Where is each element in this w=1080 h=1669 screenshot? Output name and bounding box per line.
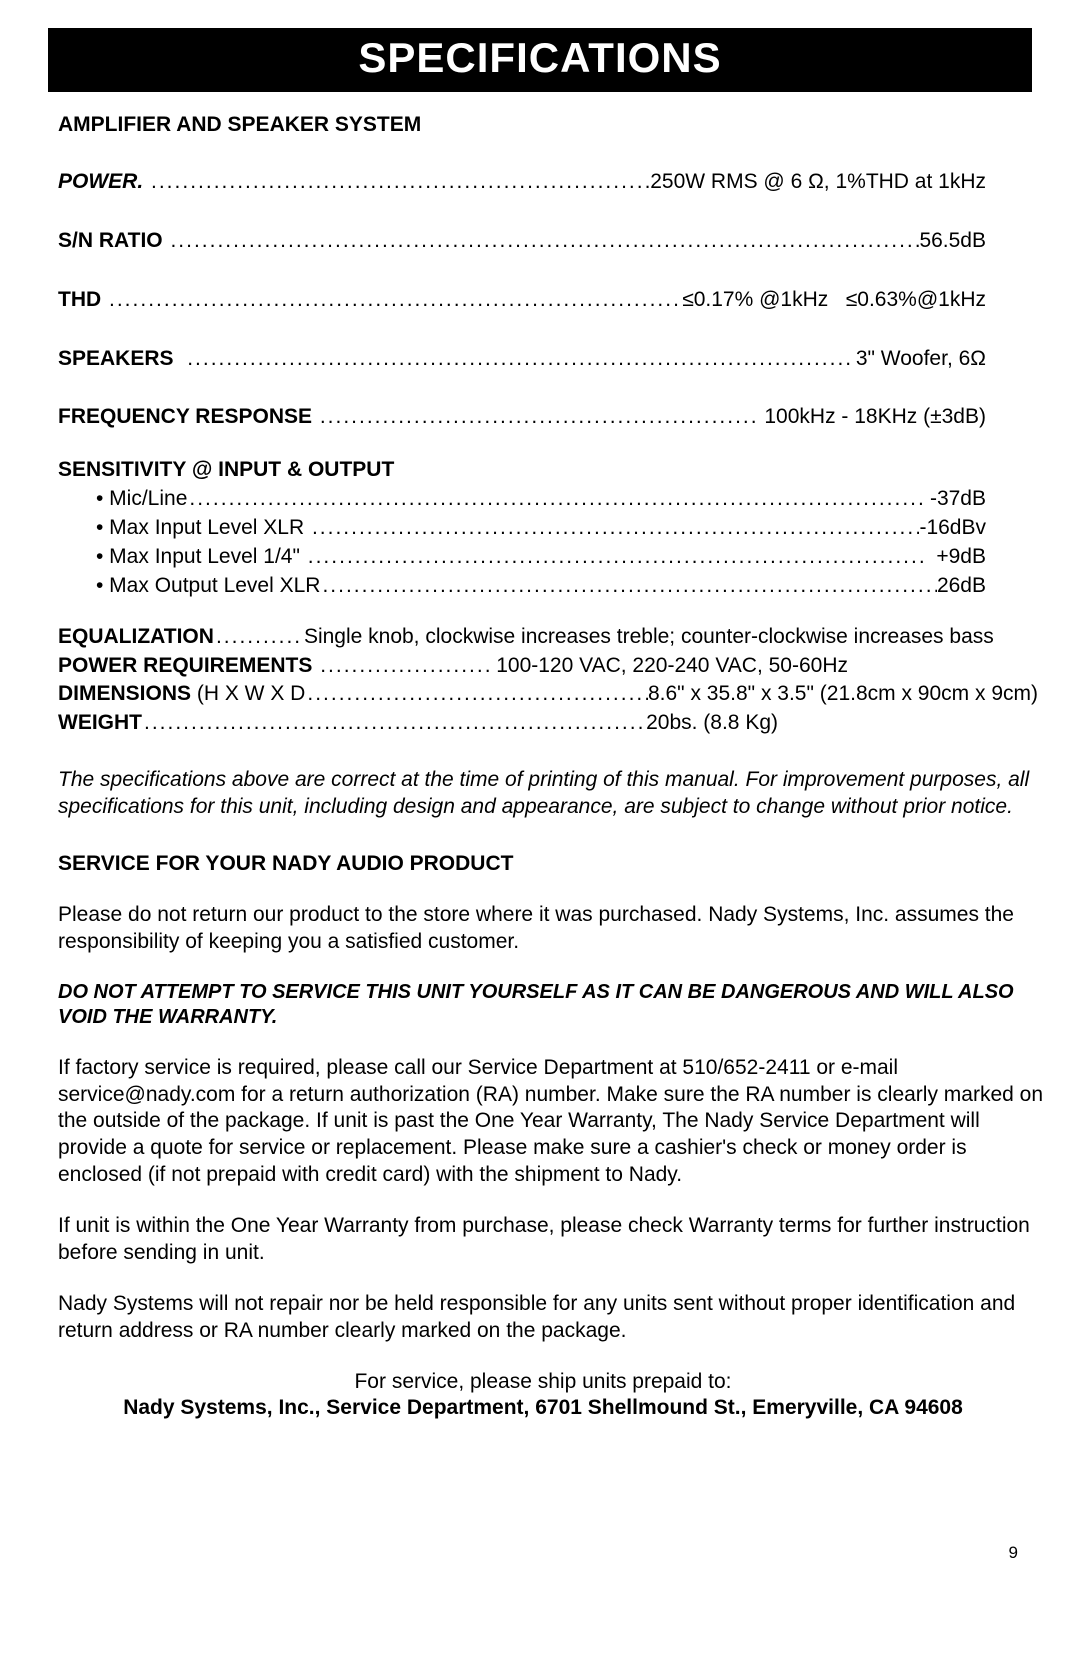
dot-leader [168, 228, 919, 255]
spec-value: 56.5dB [919, 228, 986, 255]
dot-leader [306, 544, 925, 571]
spec-value: 8.6" x 35.8" x 3.5" (21.8cm x 90cm x 9cm… [648, 681, 1038, 708]
sensitivity-head: SENSITIVITY @ INPUT & OUTPUT [58, 457, 1028, 484]
spec-row-thd: THD ≤0.17% @1kHz ≤0.63%@1kHz [58, 287, 986, 314]
sensitivity-label: • Mic/Line [96, 486, 187, 513]
dot-leader [185, 346, 850, 373]
dot-leader [310, 515, 919, 542]
dot-leader [142, 710, 646, 737]
sensitivity-value: -16dBv [919, 515, 986, 542]
spec-row-power-req: POWER REQUIREMENTS 100-120 VAC, 220-240 … [58, 653, 848, 680]
spec-row-freq: FREQUENCY RESPONSE 100kHz - 18KHz (±3dB) [58, 404, 986, 431]
dot-leader [187, 486, 924, 513]
service-paragraph: Nady Systems will not repair nor be held… [58, 1291, 1043, 1345]
sensitivity-label: • Max Input Level XLR [96, 515, 310, 542]
spec-row-weight: WEIGHT 20bs. (8.8 Kg) [58, 710, 778, 737]
spec-label: S/N RATIO [58, 228, 168, 255]
service-paragraph: If factory service is required, please c… [58, 1055, 1043, 1189]
dot-leader [214, 624, 304, 651]
spec-value: Single knob, clockwise increases treble;… [304, 624, 994, 651]
disclaimer-text: The specifications above are correct at … [58, 767, 1038, 821]
ship-line-1: For service, please ship units prepaid t… [58, 1369, 1028, 1396]
spec-value: 20bs. (8.8 Kg) [646, 710, 778, 737]
spec-label: DIMENSIONS (H X W X D [58, 681, 305, 708]
dense-specs: EQUALIZATION Single knob, clockwise incr… [58, 624, 1038, 738]
spec-value: 3" Woofer, 6Ω [850, 346, 986, 373]
spec-label: EQUALIZATION [58, 624, 214, 651]
sensitivity-list: • Mic/Line -37dB• Max Input Level XLR -1… [96, 486, 986, 600]
sensitivity-label: • Max Input Level 1/4" [96, 544, 306, 571]
service-warning: DO NOT ATTEMPT TO SERVICE THIS UNIT YOUR… [58, 980, 1043, 1031]
dot-leader [318, 404, 759, 431]
spec-label: THD [58, 287, 107, 314]
dot-leader [149, 169, 650, 196]
ship-line-2: Nady Systems, Inc., Service Department, … [58, 1395, 1028, 1422]
dot-leader [320, 573, 936, 600]
dot-leader [318, 653, 490, 680]
spec-row-speakers: SPEAKERS 3" Woofer, 6Ω [58, 346, 986, 373]
sensitivity-row: • Max Input Level 1/4" +9dB [96, 544, 986, 571]
spec-row-dimensions: DIMENSIONS (H X W X D 8.6" x 35.8" x 3.5… [58, 681, 1038, 708]
page-number: 9 [58, 1542, 1028, 1564]
spec-row-sn: S/N RATIO 56.5dB [58, 228, 986, 255]
spec-value: ≤0.17% @1kHz ≤0.63%@1kHz [682, 287, 986, 314]
page-title-bar: SPECIFICATIONS [48, 28, 1032, 92]
dot-leader [107, 287, 682, 314]
dot-leader [305, 681, 648, 708]
sensitivity-label: • Max Output Level XLR [96, 573, 320, 600]
spec-value: 100kHz - 18KHz (±3dB) [759, 404, 986, 431]
sensitivity-value: 26dB [937, 573, 986, 600]
content: AMPLIFIER AND SPEAKER SYSTEM POWER. 250W… [48, 112, 1032, 1564]
spec-label: SPEAKERS [58, 346, 185, 373]
service-paragraph: Please do not return our product to the … [58, 902, 1043, 956]
spec-label: FREQUENCY RESPONSE [58, 404, 318, 431]
spec-value: 250W RMS @ 6 Ω, 1%THD at 1kHz [650, 169, 986, 196]
sensitivity-row: • Mic/Line -37dB [96, 486, 986, 513]
spec-row-eq: EQUALIZATION Single knob, clockwise incr… [58, 624, 1038, 651]
sensitivity-value: -37dB [924, 486, 986, 513]
amp-section-head: AMPLIFIER AND SPEAKER SYSTEM [58, 112, 1028, 139]
service-head: SERVICE FOR YOUR NADY AUDIO PRODUCT [58, 851, 1028, 878]
spec-value: 100-120 VAC, 220-240 VAC, 50-60Hz [490, 653, 848, 680]
spec-label: WEIGHT [58, 710, 142, 737]
spec-row-power: POWER. 250W RMS @ 6 Ω, 1%THD at 1kHz [58, 169, 986, 196]
shipping-address: For service, please ship units prepaid t… [58, 1369, 1028, 1423]
sensitivity-value: +9dB [925, 544, 986, 571]
service-paragraph: If unit is within the One Year Warranty … [58, 1213, 1043, 1267]
sensitivity-row: • Max Output Level XLR 26dB [96, 573, 986, 600]
spec-label: POWER. [58, 169, 149, 196]
sensitivity-row: • Max Input Level XLR -16dBv [96, 515, 986, 542]
spec-label: POWER REQUIREMENTS [58, 653, 318, 680]
